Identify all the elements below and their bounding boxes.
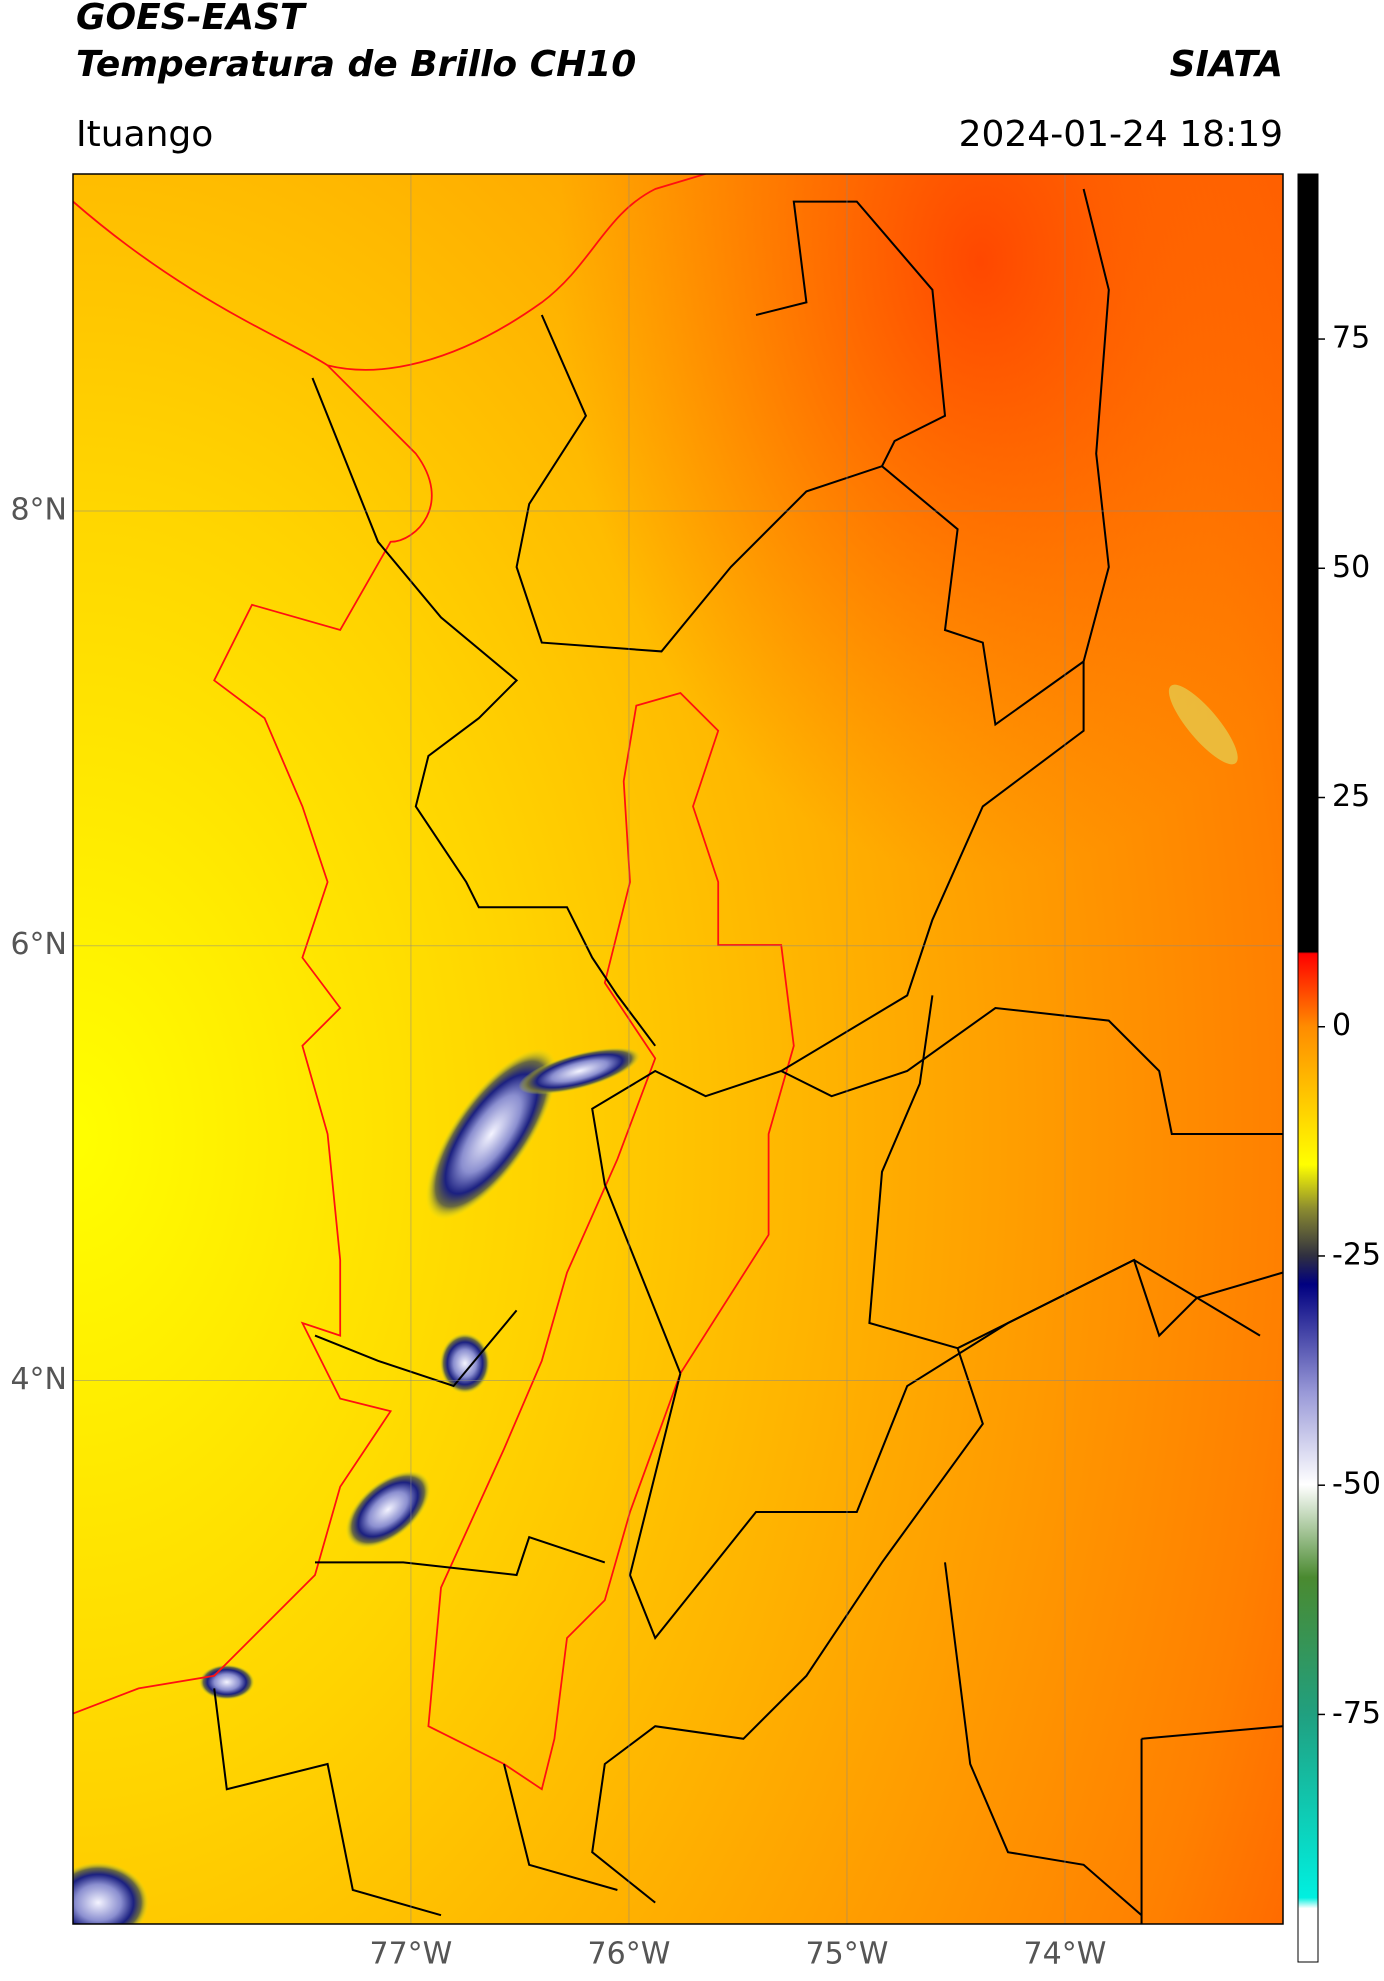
cloud xyxy=(518,1047,641,1095)
cloud xyxy=(1168,684,1238,765)
colorbar xyxy=(1297,173,1319,1963)
y-tick-label: 6°N xyxy=(10,927,67,962)
cloud xyxy=(73,1862,149,1924)
colorbar-tick-label: -50 xyxy=(1332,1467,1381,1502)
cloud xyxy=(199,1664,255,1700)
title: GOES-EAST xyxy=(76,0,307,38)
subtitle: Temperatura de Brillo CH10 xyxy=(76,44,636,85)
coastline xyxy=(73,174,795,1791)
cloud xyxy=(439,1333,491,1394)
map-area xyxy=(73,174,1283,1924)
map-hot-region xyxy=(73,174,1283,1924)
colorbar-tick-label: -75 xyxy=(1332,1696,1381,1731)
y-tick-label: 8°N xyxy=(10,492,67,527)
y-tick-label: 4°N xyxy=(10,1362,67,1397)
colorbar-tick-label: 75 xyxy=(1332,321,1370,356)
x-tick-label: 74°W xyxy=(1024,1937,1107,1972)
colorbar-tick-label: -25 xyxy=(1332,1237,1381,1272)
source: SIATA xyxy=(1170,44,1283,85)
colorbar-tick-label: 25 xyxy=(1332,779,1370,814)
location: Ituango xyxy=(76,114,213,155)
colorbar-tick-label: 50 xyxy=(1332,550,1370,585)
map-frame xyxy=(72,173,1284,1925)
colorbar-tick-label: 0 xyxy=(1332,1008,1351,1043)
cloud xyxy=(345,1470,431,1549)
map-features xyxy=(73,174,1283,1924)
admin-borders xyxy=(213,188,1283,1924)
x-tick-label: 76°W xyxy=(588,1937,671,1972)
x-tick-label: 77°W xyxy=(370,1937,453,1972)
x-tick-label: 75°W xyxy=(806,1937,889,1972)
datetime: 2024-01-24 18:19 xyxy=(959,114,1283,155)
